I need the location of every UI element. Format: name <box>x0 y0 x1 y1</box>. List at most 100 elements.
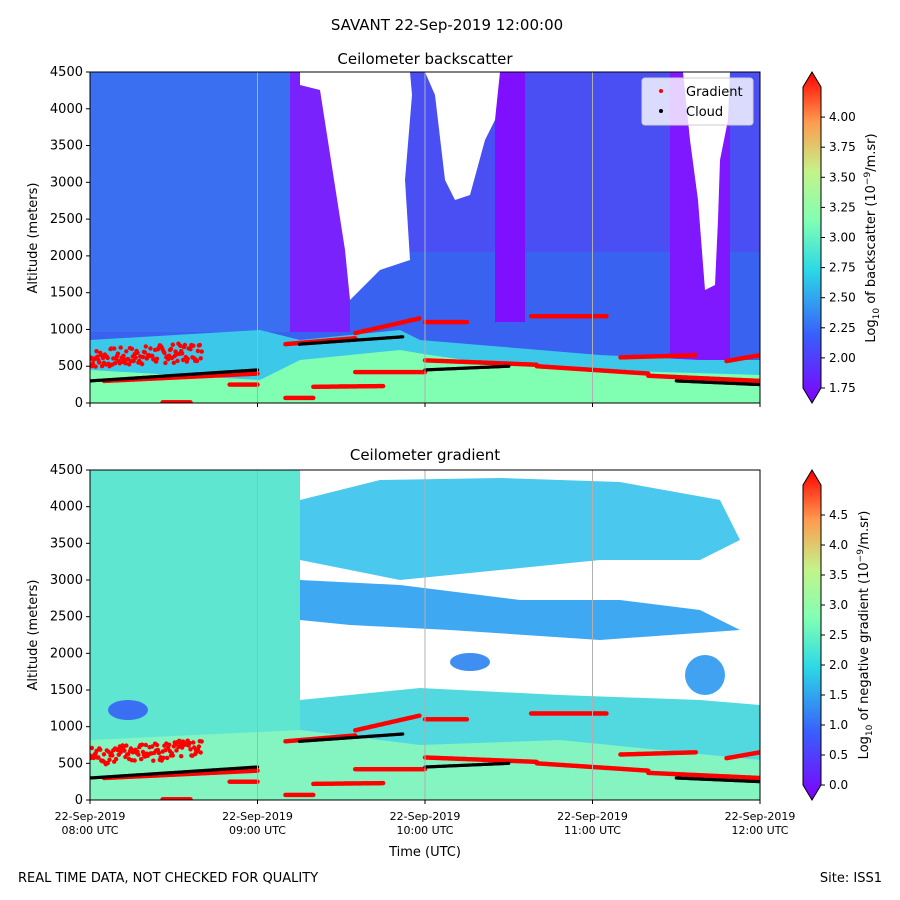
gradient-marker <box>140 354 146 360</box>
gradient-marker <box>191 343 196 348</box>
gradient-marker <box>198 750 203 755</box>
y-tick-label: 2500 <box>50 610 83 625</box>
y-tick-label: 4000 <box>50 102 83 117</box>
x-grid <box>257 72 593 403</box>
y-axis: 0 500 1000 1500 2000 2500 3000 3500 4000 4500 <box>50 65 90 411</box>
gradient-marker <box>188 347 193 352</box>
gradient-marker <box>195 348 201 354</box>
colorbar-tick-label: 3.25 <box>829 200 856 214</box>
gradient-marker <box>124 743 129 748</box>
heatmap-band-low <box>300 688 760 760</box>
y-tick-label: 4000 <box>50 500 83 515</box>
y-tick-label: 500 <box>58 359 83 374</box>
y-tick-label: 0 <box>75 396 83 411</box>
colorbar-tick-label: 2.25 <box>829 321 856 335</box>
gradient-marker <box>185 356 190 362</box>
gradient-marker <box>182 342 188 348</box>
gradient-marker <box>380 383 386 389</box>
no-data-gap-2 <box>425 72 500 200</box>
legend-gradient-marker <box>659 89 663 93</box>
gradient-marker <box>142 350 148 355</box>
colorbar-label: Log10 of backscatter (10−9/m.sr) <box>863 133 882 342</box>
gradient-marker <box>197 342 202 348</box>
x-grid <box>257 470 593 800</box>
gradient-marker <box>166 357 171 362</box>
gradient-marker <box>150 744 155 749</box>
gradient-marker <box>177 738 182 743</box>
gradient-marker <box>105 760 110 766</box>
colorbar-tick-label: 4.5 <box>829 508 848 522</box>
y-tick-label: 3500 <box>50 139 83 154</box>
gradient-marker <box>143 742 148 748</box>
gradient-marker <box>188 797 193 800</box>
y-tick-label: 1500 <box>50 286 83 301</box>
gradient-marker <box>757 750 760 755</box>
gradient-marker <box>165 755 170 761</box>
series-layer <box>90 711 760 800</box>
gradient-marker <box>162 350 167 356</box>
gradient-marker <box>118 345 123 350</box>
y-tick-label: 1000 <box>50 322 83 337</box>
colorbar-tick-label: 3.50 <box>829 170 856 184</box>
gradient-marker <box>99 364 105 369</box>
legend-box <box>641 77 754 126</box>
x-axis <box>89 403 761 407</box>
gradient-marker <box>198 356 203 361</box>
gradient-marker <box>100 355 106 361</box>
gradient-marker <box>133 355 138 360</box>
gradient-marker <box>118 750 123 755</box>
gradient-marker <box>693 750 698 755</box>
gradient-marker <box>179 351 185 356</box>
colorbar-tick-label: 2.75 <box>829 261 856 275</box>
gradient-marker <box>757 353 760 358</box>
y-tick-label: 3000 <box>50 175 83 190</box>
gradient-marker <box>113 756 119 762</box>
y-tick-label: 500 <box>58 756 83 771</box>
gradient-marker <box>90 361 96 366</box>
colorbar-body <box>802 469 822 801</box>
y-tick-label: 2500 <box>50 212 83 227</box>
colorbar-tick-label: 2.5 <box>829 628 848 642</box>
heatmap-purple-col-2 <box>495 72 525 322</box>
gradient-marker <box>156 750 162 756</box>
gradient-marker <box>163 360 168 366</box>
gradient-marker <box>129 346 135 351</box>
heatmap-blue-blob-1 <box>108 700 148 720</box>
y-tick-label: 2000 <box>50 249 83 264</box>
gradient-marker <box>168 346 174 352</box>
colorbar: 0.0 0.5 1.0 1.5 2.0 2.5 3.0 3.5 4.0 4.5 Log10 of … <box>802 469 875 801</box>
x-tick-time: 09:00 UTC <box>229 824 286 837</box>
colorbar-tick-label: 3.75 <box>829 140 856 154</box>
gradient-marker <box>311 792 316 798</box>
gradient-marker <box>175 358 180 364</box>
panel-title: Ceilometer backscatter <box>337 50 513 68</box>
gradient-marker <box>136 752 141 757</box>
gradient-marker <box>124 349 129 354</box>
gradient-marker <box>311 395 316 401</box>
series-layer <box>90 314 760 403</box>
gradient-marker <box>115 351 121 356</box>
y-axis-label: Altitude (meters) <box>26 580 41 691</box>
gradient-marker <box>757 775 760 781</box>
gradient-marker <box>148 346 153 351</box>
x-tick-time: 10:00 UTC <box>396 824 453 837</box>
legend-cloud-label: Cloud <box>686 105 723 120</box>
gradient-panel: Ceilometer gradient 0 500 1000 1500 2000 2500… <box>26 446 875 860</box>
gradient-marker <box>464 717 470 722</box>
gradient-marker <box>161 755 166 760</box>
no-data-gap-1 <box>300 72 412 300</box>
x-tick-date: 22-Sep-2019 <box>725 810 796 823</box>
x-tick-date: 22-Sep-2019 <box>55 810 126 823</box>
colorbar-ticks: 1.75 2.00 2.25 2.50 2.75 3.00 3.25 3.50 3.75 4.00 <box>821 110 856 395</box>
gradient-marker <box>154 356 160 361</box>
gradient-marker <box>417 713 422 718</box>
colorbar-tick-label: 4.0 <box>829 538 848 552</box>
colorbar-tick-label: 1.0 <box>829 718 848 732</box>
figure-title: SAVANT 22-Sep-2019 12:00:00 <box>331 16 563 34</box>
gradient-marker <box>121 353 126 358</box>
x-axis-label: Time (UTC) <box>388 845 461 860</box>
legend-cloud-marker <box>659 109 663 113</box>
gradient-marker <box>693 353 698 358</box>
